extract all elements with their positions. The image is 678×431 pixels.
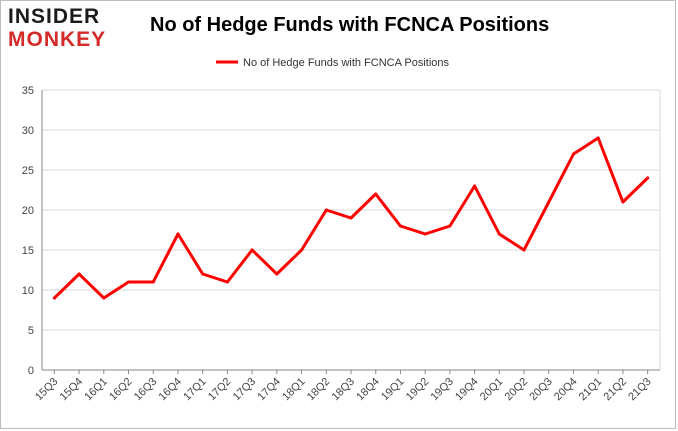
insider-monkey-logo: INSIDER MONKEY [8,6,128,54]
x-tick-label: 15Q4 [58,376,86,404]
y-tick-label: 5 [28,325,34,337]
logo-line-1: INSIDER [8,5,101,28]
x-tick-label: 20Q4 [552,376,580,404]
data-point [621,200,625,204]
chart-title: No of Hedge Funds with FCNCA Positions [150,14,550,36]
data-point [151,280,155,284]
x-tick-label: 18Q3 [330,376,358,404]
x-tick-label: 21Q3 [626,376,654,404]
data-point [374,192,378,196]
y-tick-label: 20 [22,205,34,217]
x-tick-label: 20Q1 [478,376,506,404]
x-tick-label: 20Q2 [503,376,531,404]
data-point [349,216,353,220]
y-tick-label: 15 [22,245,34,257]
x-tick-label: 19Q1 [379,376,407,404]
logo-line-2: MONKEY [8,28,107,51]
x-tick-label: 21Q2 [602,376,630,404]
series-layer [52,136,650,300]
data-point [275,272,279,276]
data-point [398,224,402,228]
data-point [102,296,106,300]
x-tick-label: 18Q1 [280,376,308,404]
y-tick-label: 30 [22,125,34,137]
y-tick-label: 35 [22,85,34,97]
data-point [646,176,650,180]
data-point [77,272,81,276]
x-tick-label: 16Q4 [157,376,185,404]
grid-lines [42,89,661,371]
legend-label: No of Hedge Funds with FCNCA Positions [243,57,450,69]
data-point [324,208,328,212]
data-point [571,152,575,156]
x-tick-label: 18Q4 [354,376,382,404]
x-tick-label: 21Q1 [577,376,605,404]
data-point [473,184,477,188]
x-tick-label: 17Q2 [206,376,234,404]
data-point [448,224,452,228]
x-tick-label: 16Q3 [132,376,160,404]
y-axis: 0 5 10 15 20 25 30 35 [22,85,43,377]
x-tick-label: 19Q3 [428,376,456,404]
legend: No of Hedge Funds with FCNCA Positions [216,57,450,69]
x-tick-label: 16Q1 [82,376,110,404]
x-tick-label: 17Q4 [255,376,283,404]
x-tick-label: 20Q3 [527,376,555,404]
data-point [547,200,551,204]
x-tick-label: 15Q3 [33,376,61,404]
data-point [596,136,600,140]
data-point [52,296,56,300]
x-tick-label: 19Q4 [453,376,481,404]
x-tick-label: 18Q2 [305,376,333,404]
x-tick-label: 17Q1 [181,376,209,404]
data-point [522,248,526,252]
x-tick-label: 16Q2 [107,376,135,404]
data-point [423,232,427,236]
x-axis: 15Q315Q416Q116Q216Q316Q417Q117Q217Q317Q4… [33,370,654,403]
data-point [250,248,254,252]
x-tick-label: 19Q2 [404,376,432,404]
data-point [176,232,180,236]
data-point [225,280,229,284]
x-tick-label: 17Q3 [231,376,259,404]
y-tick-label: 25 [22,165,34,177]
data-point [201,272,205,276]
data-point [127,280,131,284]
y-tick-label: 0 [28,365,34,377]
data-point [497,232,501,236]
y-tick-label: 10 [22,285,34,297]
data-point [300,248,304,252]
